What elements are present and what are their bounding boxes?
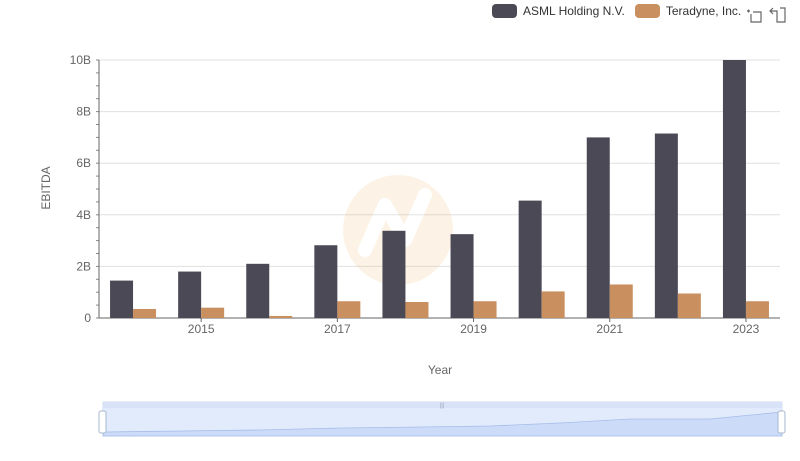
legend-swatch-asml [492, 4, 517, 18]
legend-swatch-teradyne [634, 4, 660, 18]
y-tick-label: 10B [70, 53, 91, 67]
restore-icon[interactable] [769, 6, 786, 23]
datazoom-preview-area [102, 411, 783, 437]
bar-teradyne-2020[interactable] [541, 291, 565, 318]
bar-asml-2022[interactable] [654, 133, 678, 318]
x-tick-label: 2023 [733, 322, 760, 336]
bar-asml-2015[interactable] [178, 271, 202, 318]
bar-teradyne-2016[interactable] [269, 315, 293, 318]
datazoom-top-bar[interactable] [103, 402, 782, 408]
bar-teradyne-2014[interactable] [133, 308, 157, 318]
x-tick-label: 2019 [460, 322, 487, 336]
bar-asml-2021[interactable] [586, 137, 610, 318]
legend-label-asml: ASML Holding N.V. [523, 4, 625, 18]
toolbox [746, 6, 786, 23]
y-axis-title: EBITDA [39, 166, 53, 209]
legend: ASML Holding N.V. Teradyne, Inc. [492, 4, 741, 18]
bar-asml-2023[interactable] [722, 60, 746, 318]
bar-teradyne-2021[interactable] [609, 284, 633, 318]
zoom-icon[interactable] [746, 6, 763, 23]
bar-asml-2017[interactable] [314, 245, 338, 318]
x-tick-label: 2021 [596, 322, 623, 336]
bar-asml-2019[interactable] [450, 234, 474, 318]
y-tick-label: 8B [76, 105, 91, 119]
bar-asml-2016[interactable] [246, 263, 270, 318]
x-axis-title: Year [428, 363, 452, 377]
bar-teradyne-2019[interactable] [473, 301, 497, 318]
datazoom-slider[interactable]: ||| [98, 401, 786, 437]
legend-item-asml[interactable]: ASML Holding N.V. [492, 4, 625, 18]
bar-teradyne-2015[interactable] [201, 307, 225, 318]
x-tick-label: 2015 [188, 322, 215, 336]
y-tick-label: 6B [76, 156, 91, 170]
y-tick-label: 0 [84, 311, 91, 325]
datazoom-handle-left[interactable] [98, 410, 107, 434]
bar-teradyne-2017[interactable] [337, 301, 361, 318]
bar-asml-2014[interactable] [110, 280, 134, 318]
axis-labels: 0 2B 4B 6B 8B 10B 2015 2017 2019 2021 2023 [70, 53, 760, 336]
x-tick-label: 2017 [324, 322, 351, 336]
bar-asml-2020[interactable] [518, 200, 542, 318]
bar-asml-2018[interactable] [382, 230, 406, 318]
watermark-logo [343, 175, 453, 285]
legend-item-teradyne[interactable]: Teradyne, Inc. [634, 4, 742, 18]
bar-teradyne-2022[interactable] [677, 293, 701, 318]
bar-teradyne-2023[interactable] [745, 301, 769, 318]
datazoom-grip-icon[interactable]: ||| [440, 403, 445, 409]
datazoom-handle-right[interactable] [777, 410, 786, 434]
y-tick-label: 2B [76, 259, 91, 273]
legend-label-teradyne: Teradyne, Inc. [665, 4, 742, 18]
bars [110, 60, 769, 318]
y-tick-label: 4B [76, 208, 91, 222]
bar-teradyne-2018[interactable] [405, 302, 429, 318]
